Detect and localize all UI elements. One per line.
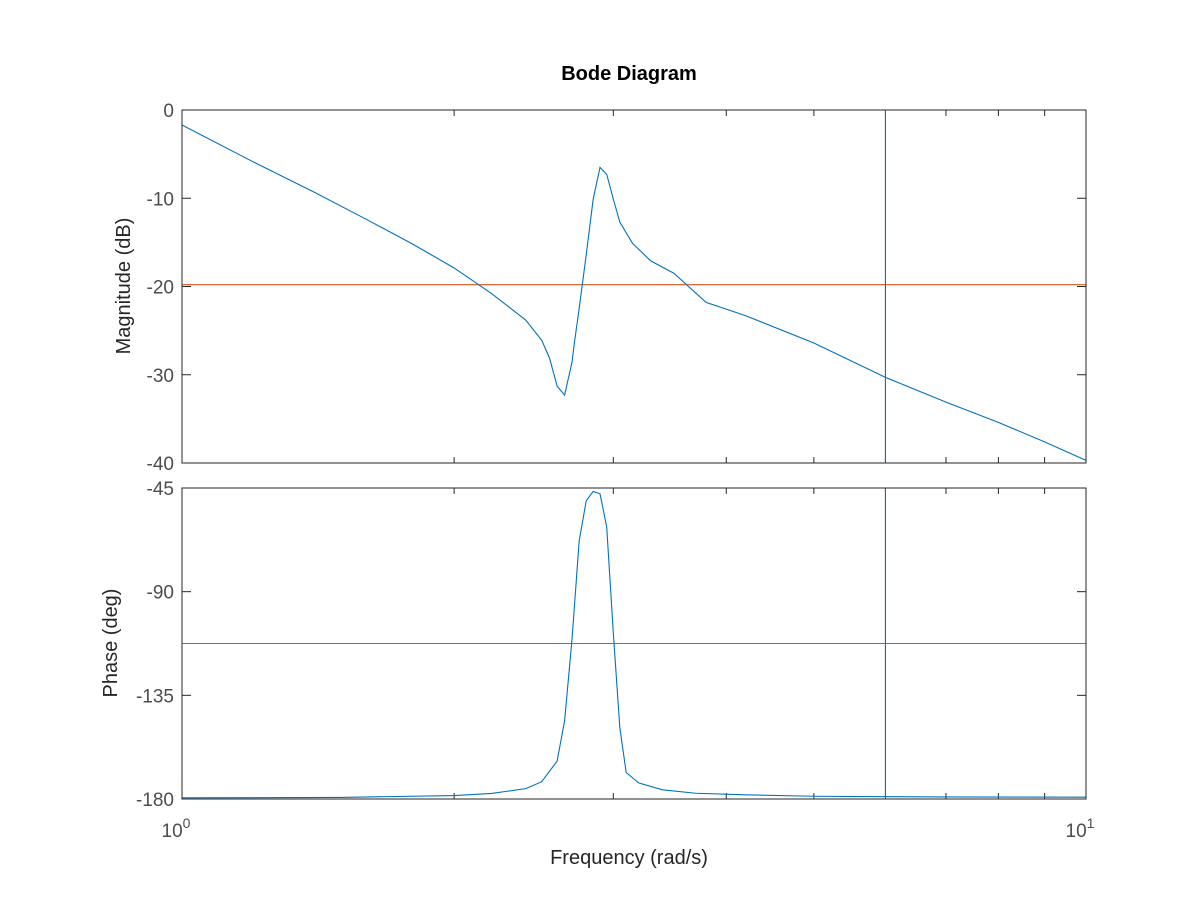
phase-ytick-label: -45 [147,479,174,500]
phase-ytick-label: -135 [136,686,174,707]
phase-ytick-label: -90 [147,583,174,604]
magnitude-axis-label: Magnitude (dB) [113,218,135,355]
magnitude-plot-background [182,110,1086,463]
magnitude-ytick-label: -10 [147,189,174,210]
chart-title: Bode Diagram [561,63,697,85]
phase-axis-label: Phase (deg) [100,589,122,698]
magnitude-axes-frame [181,109,1087,464]
magnitude-ytick-label: -30 [147,366,174,387]
magnitude-curve [181,124,1087,461]
magnitude-ytick-label: -20 [147,278,174,299]
phase-axes-frame [181,487,1087,800]
phase-curve [181,490,1087,799]
phase-ytick-label: -180 [136,790,174,811]
x-axis-label: Frequency (rad/s) [550,847,708,869]
magnitude-ytick-label: 0 [163,101,174,122]
x-tick-label: 100 [162,815,191,842]
x-tick-label: 101 [1066,815,1095,842]
magnitude-ytick-label: -40 [147,454,174,475]
phase-panel: -45 -90 -135 -180 Phase (deg) [100,479,1087,811]
magnitude-panel: 0 -10 -20 -30 -40 Magnitude (dB) [113,101,1087,475]
